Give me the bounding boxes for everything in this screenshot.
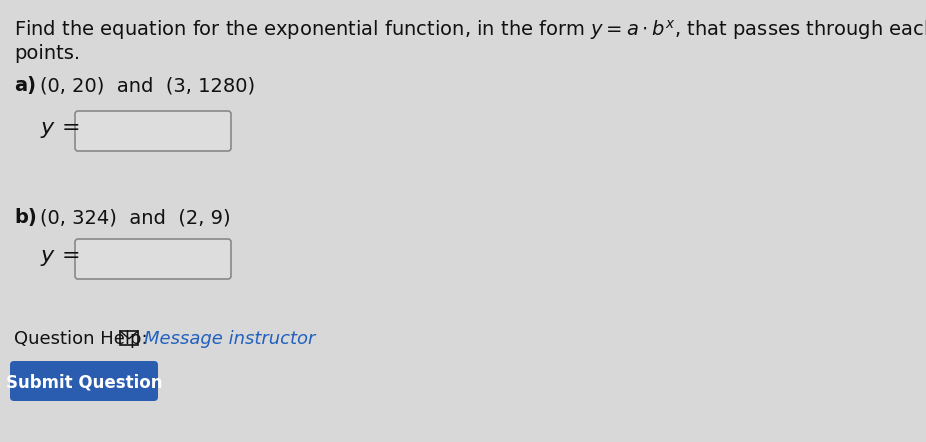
Text: b): b) <box>14 208 37 227</box>
Text: (0, 20)  and  (3, 1280): (0, 20) and (3, 1280) <box>40 76 256 95</box>
Text: $y\,=$: $y\,=$ <box>40 120 80 140</box>
Text: Question Help:: Question Help: <box>14 330 147 348</box>
FancyBboxPatch shape <box>10 361 158 401</box>
Text: (0, 324)  and  (2, 9): (0, 324) and (2, 9) <box>40 208 231 227</box>
Text: Message instructor: Message instructor <box>144 330 316 348</box>
Text: Find the equation for the exponential function, in the form $y = a \cdot b^x$, t: Find the equation for the exponential fu… <box>14 18 926 42</box>
FancyBboxPatch shape <box>75 111 231 151</box>
FancyBboxPatch shape <box>120 331 138 345</box>
Text: a): a) <box>14 76 36 95</box>
FancyBboxPatch shape <box>75 239 231 279</box>
Text: Submit Question: Submit Question <box>6 373 162 391</box>
Text: $y\,=$: $y\,=$ <box>40 248 80 268</box>
Text: points.: points. <box>14 44 81 63</box>
